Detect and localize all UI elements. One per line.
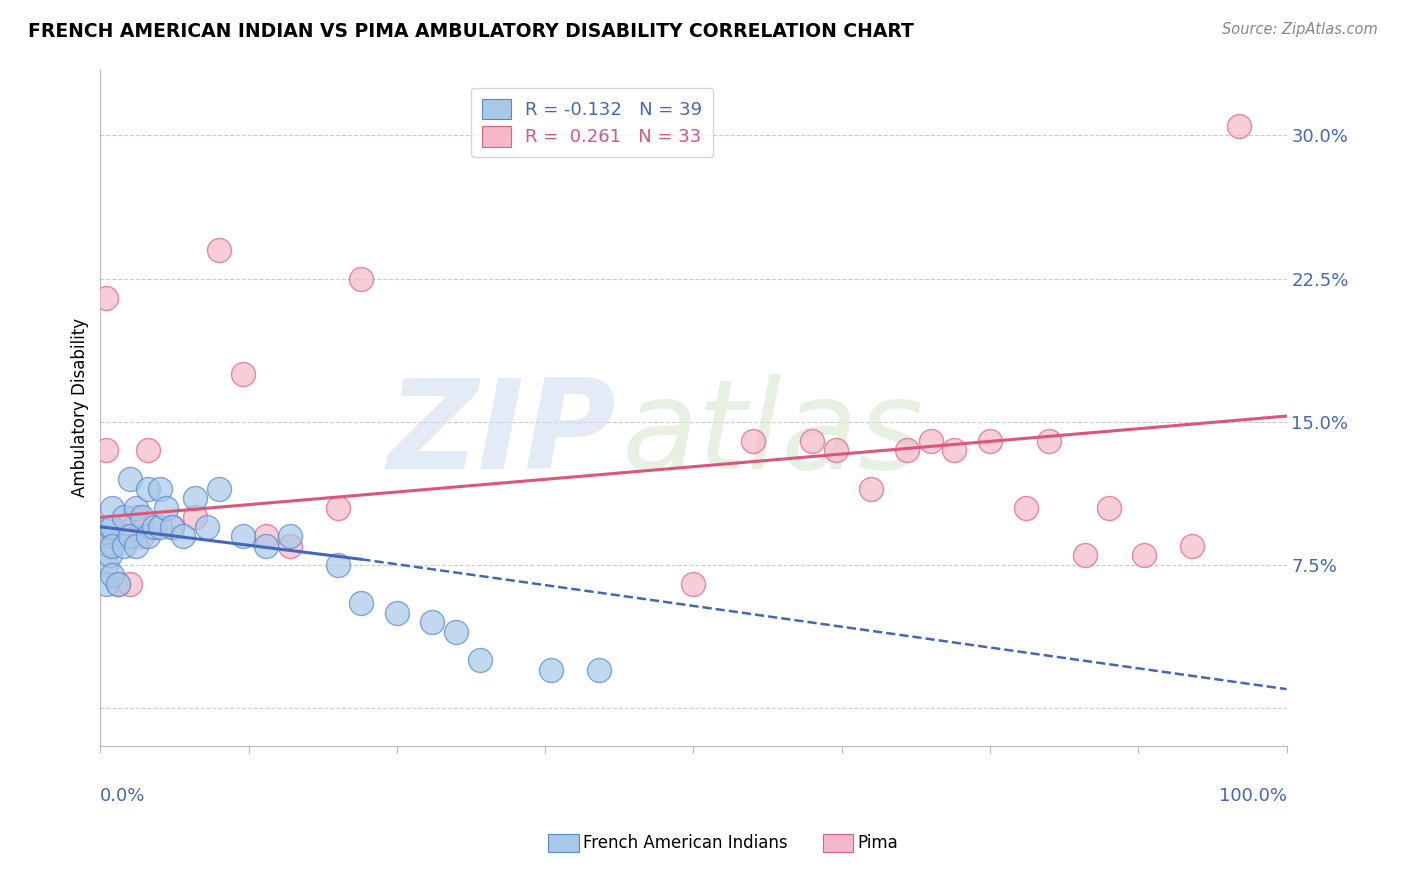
Point <box>184 491 207 505</box>
Point <box>1227 119 1250 133</box>
Point <box>149 520 172 534</box>
Point <box>801 434 824 448</box>
Point <box>824 443 846 458</box>
Point <box>860 482 883 496</box>
Point <box>118 472 141 486</box>
Point <box>1074 549 1097 563</box>
Point <box>278 529 301 543</box>
Text: Source: ZipAtlas.com: Source: ZipAtlas.com <box>1222 22 1378 37</box>
Point <box>350 271 373 285</box>
Point <box>96 577 118 591</box>
Point <box>943 443 966 458</box>
Point <box>118 529 141 543</box>
Point <box>979 434 1001 448</box>
Point <box>98 520 121 534</box>
Point <box>142 520 165 534</box>
Point <box>112 529 135 543</box>
Point <box>112 510 135 524</box>
Point <box>1133 549 1156 563</box>
Point <box>118 577 141 591</box>
Text: FRENCH AMERICAN INDIAN VS PIMA AMBULATORY DISABILITY CORRELATION CHART: FRENCH AMERICAN INDIAN VS PIMA AMBULATOR… <box>28 22 914 41</box>
Point <box>136 443 159 458</box>
Point <box>422 615 444 630</box>
Point <box>136 529 159 543</box>
Point <box>350 596 373 610</box>
Point <box>896 443 918 458</box>
Point <box>444 624 467 639</box>
Legend: R = -0.132   N = 39, R =  0.261   N = 33: R = -0.132 N = 39, R = 0.261 N = 33 <box>471 87 713 157</box>
Point <box>112 539 135 553</box>
Point <box>385 606 408 620</box>
Point <box>101 567 124 582</box>
Point <box>326 500 349 515</box>
Point <box>160 520 183 534</box>
Point <box>96 529 118 543</box>
Point <box>98 549 121 563</box>
Point <box>136 482 159 496</box>
Text: French American Indians: French American Indians <box>583 834 789 852</box>
Y-axis label: Ambulatory Disability: Ambulatory Disability <box>72 318 89 497</box>
Point <box>540 663 562 677</box>
Point <box>96 443 118 458</box>
Point <box>1014 500 1036 515</box>
Point <box>184 510 207 524</box>
Point <box>1038 434 1060 448</box>
Point <box>208 482 231 496</box>
Point <box>96 558 118 572</box>
Point <box>125 500 148 515</box>
Point <box>125 510 148 524</box>
Point <box>107 577 129 591</box>
Text: Pima: Pima <box>858 834 898 852</box>
Point <box>149 482 172 496</box>
Point <box>172 529 194 543</box>
Point <box>131 529 153 543</box>
Point <box>101 500 124 515</box>
Point <box>1181 539 1204 553</box>
Point <box>468 653 491 667</box>
Point <box>1098 500 1121 515</box>
Point <box>101 539 124 553</box>
Point <box>131 510 153 524</box>
Point <box>125 539 148 553</box>
Point <box>195 520 218 534</box>
Point <box>101 520 124 534</box>
Text: ZIP: ZIP <box>388 374 616 495</box>
Text: atlas: atlas <box>623 374 924 495</box>
Point <box>278 539 301 553</box>
Point <box>232 367 254 381</box>
Point <box>96 291 118 305</box>
Point <box>101 529 124 543</box>
Point <box>232 529 254 543</box>
Point <box>254 539 277 553</box>
Point <box>588 663 610 677</box>
Text: 100.0%: 100.0% <box>1219 787 1286 805</box>
Point <box>107 577 129 591</box>
Point <box>326 558 349 572</box>
Point <box>155 500 177 515</box>
Point <box>208 243 231 257</box>
Point <box>741 434 763 448</box>
Point <box>920 434 942 448</box>
Point <box>160 520 183 534</box>
Text: 0.0%: 0.0% <box>100 787 146 805</box>
Point <box>682 577 704 591</box>
Point <box>254 529 277 543</box>
